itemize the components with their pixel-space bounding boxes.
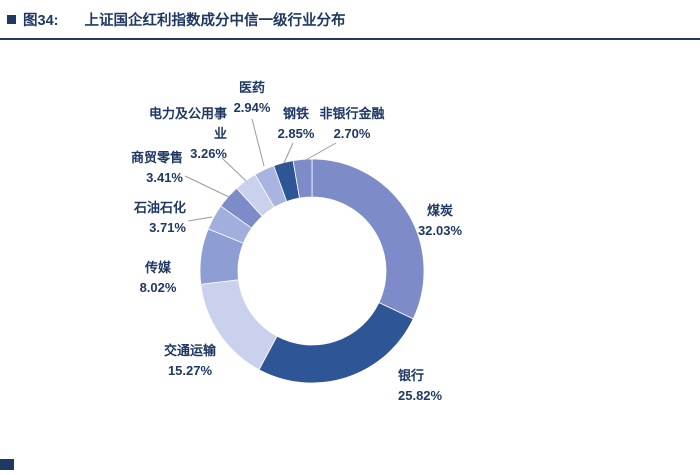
slice-label-9: 非银行金融 2.70% <box>319 106 384 141</box>
donut-chart-area: 煤炭 32.03% 银行 25.82% 交通运输 15.27% 传媒 8.02% 石油石化 3.7… <box>0 55 700 470</box>
slice-label-7: 医药 2.94% <box>234 80 271 115</box>
figure-number-label: 图34: <box>23 12 59 29</box>
donut-segment-1 <box>258 302 414 384</box>
slice-label-5: 商贸零售 3.41% <box>131 150 183 185</box>
title-bullet-square-icon <box>7 14 16 24</box>
leader-line-5 <box>184 175 230 198</box>
figure-header: 图34: 上证国企红利指数成分中信一级行业分布 <box>0 0 700 40</box>
donut-chart-svg: 煤炭 32.03% 银行 25.82% 交通运输 15.27% 传媒 8.02% 石油石化 3.7… <box>131 80 463 403</box>
slice-label-4: 石油石化 3.71% <box>133 200 186 235</box>
slice-label-0: 煤炭 32.03% <box>418 203 463 238</box>
donut-segment-0 <box>311 158 425 320</box>
footer-corner-square-icon <box>0 459 14 470</box>
leader-line-9 <box>303 142 337 162</box>
donut-segment-9 <box>292 158 313 199</box>
leader-line-6 <box>221 157 247 182</box>
figure-title: 上证国企红利指数成分中信一级行业分布 <box>84 12 346 29</box>
leader-line-7 <box>251 118 265 167</box>
leader-line-8 <box>283 142 294 164</box>
slice-label-3: 传媒 8.02% <box>140 260 177 295</box>
slice-label-2: 交通运输 15.27% <box>164 343 217 378</box>
slice-label-6: 电力及公用事业 3.26% <box>149 106 227 161</box>
leader-line-4 <box>187 216 213 222</box>
slice-label-1: 银行 25.82% <box>398 368 443 403</box>
slice-label-8: 钢铁 2.85% <box>278 106 315 141</box>
